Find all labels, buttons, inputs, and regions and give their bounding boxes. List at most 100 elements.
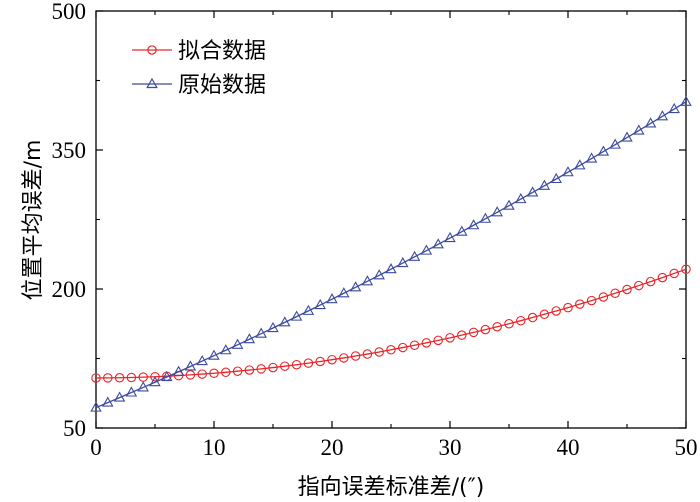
data-point-raw bbox=[125, 386, 138, 397]
data-point-fit bbox=[103, 373, 113, 383]
data-point-raw bbox=[621, 131, 633, 142]
data-point-raw bbox=[432, 238, 444, 249]
data-point-raw bbox=[515, 192, 527, 204]
data-point-raw bbox=[444, 231, 456, 243]
data-point-fit bbox=[610, 288, 620, 299]
data-point-raw bbox=[597, 145, 610, 156]
data-point-fit bbox=[634, 280, 644, 291]
data-point-raw bbox=[302, 304, 315, 315]
legend-label-raw: 原始数据 bbox=[178, 73, 266, 98]
data-point-fit bbox=[622, 284, 632, 295]
data-point-raw bbox=[113, 391, 126, 402]
data-point-fit bbox=[280, 361, 290, 371]
y-tick-label-350: 350 bbox=[52, 138, 87, 163]
legend-label-fit: 拟合数据 bbox=[178, 39, 266, 64]
data-point-fit bbox=[657, 272, 668, 283]
data-point-raw bbox=[267, 321, 279, 333]
data-point-raw bbox=[408, 250, 421, 261]
data-point-fit bbox=[362, 349, 373, 359]
data-point-raw bbox=[220, 344, 232, 355]
data-point-fit bbox=[244, 365, 255, 375]
data-point-fit bbox=[409, 340, 420, 350]
data-point-fit bbox=[480, 324, 491, 335]
data-point-raw bbox=[349, 281, 362, 292]
data-point-raw bbox=[467, 219, 480, 230]
data-point-fit bbox=[327, 354, 337, 365]
x-tick-label-0: 0 bbox=[90, 435, 102, 460]
data-point-fit bbox=[303, 358, 314, 368]
data-point-fit bbox=[374, 347, 384, 357]
y-axis-title: 位置平均误差/m bbox=[21, 140, 46, 301]
data-point-raw bbox=[184, 360, 197, 371]
data-point-raw bbox=[562, 166, 574, 177]
data-point-fit bbox=[645, 276, 656, 287]
series-line-raw bbox=[95, 101, 687, 409]
data-point-fit bbox=[197, 369, 207, 379]
data-point-raw bbox=[503, 199, 515, 210]
data-point-raw bbox=[456, 225, 468, 236]
data-point-fit bbox=[256, 364, 266, 374]
data-point-fit bbox=[291, 359, 302, 370]
data-point-fit bbox=[398, 342, 408, 353]
data-point-fit bbox=[209, 368, 219, 378]
x-tick-label-30: 30 bbox=[439, 435, 462, 460]
data-point-fit bbox=[185, 370, 196, 380]
data-point-raw bbox=[574, 159, 586, 170]
y-tick-label-200: 200 bbox=[52, 277, 87, 302]
data-point-fit bbox=[492, 321, 502, 332]
data-point-raw bbox=[491, 206, 503, 217]
data-point-raw bbox=[314, 298, 326, 310]
data-point-fit bbox=[681, 264, 691, 275]
x-axis-title: 指向误差标准差/(″) bbox=[298, 475, 485, 500]
data-point-fit bbox=[114, 373, 125, 383]
data-point-fit bbox=[315, 356, 325, 367]
data-point-raw bbox=[550, 172, 562, 184]
x-tick-label-20: 20 bbox=[321, 435, 344, 460]
legend-marker-raw bbox=[146, 77, 158, 89]
data-point-raw bbox=[526, 186, 539, 197]
data-point-fit bbox=[527, 312, 538, 323]
data-point-raw bbox=[279, 316, 291, 327]
data-point-raw bbox=[161, 370, 173, 382]
y-tick-label-50: 50 bbox=[63, 416, 86, 441]
data-point-fit bbox=[516, 315, 526, 326]
data-point-fit bbox=[126, 372, 137, 383]
data-point-raw bbox=[326, 293, 338, 304]
data-point-raw bbox=[644, 117, 657, 128]
data-point-fit bbox=[598, 292, 609, 302]
data-point-fit bbox=[563, 302, 573, 313]
data-point-raw bbox=[585, 152, 598, 163]
data-point-fit bbox=[586, 295, 597, 306]
data-point-fit bbox=[445, 333, 455, 343]
data-point-fit bbox=[339, 353, 349, 363]
data-point-fit bbox=[386, 345, 396, 355]
data-point-raw bbox=[208, 349, 220, 360]
data-point-fit bbox=[504, 318, 514, 329]
data-point-raw bbox=[479, 212, 492, 223]
x-tick-label-10: 10 bbox=[203, 435, 226, 460]
data-point-raw bbox=[668, 102, 680, 114]
data-point-raw bbox=[243, 333, 256, 344]
data-point-raw bbox=[633, 124, 645, 135]
data-point-fit bbox=[350, 351, 361, 361]
data-point-fit bbox=[91, 373, 101, 383]
plot-area bbox=[90, 10, 692, 429]
data-point-raw bbox=[90, 401, 102, 412]
data-point-fit bbox=[551, 306, 561, 316]
data-point-raw bbox=[420, 244, 433, 255]
data-point-fit bbox=[669, 268, 679, 279]
data-point-fit bbox=[232, 366, 243, 376]
data-point-fit bbox=[421, 338, 432, 348]
data-point-raw bbox=[385, 263, 397, 274]
data-point-fit bbox=[539, 309, 550, 320]
data-point-raw bbox=[680, 95, 692, 106]
legend-marker-fit bbox=[147, 45, 157, 55]
data-point-raw bbox=[231, 338, 244, 349]
data-point-raw bbox=[290, 310, 303, 321]
y-tick-label-500: 500 bbox=[52, 0, 87, 24]
data-point-raw bbox=[538, 179, 551, 190]
data-point-raw bbox=[609, 138, 621, 149]
data-point-raw bbox=[656, 110, 669, 121]
data-point-fit bbox=[150, 372, 160, 382]
